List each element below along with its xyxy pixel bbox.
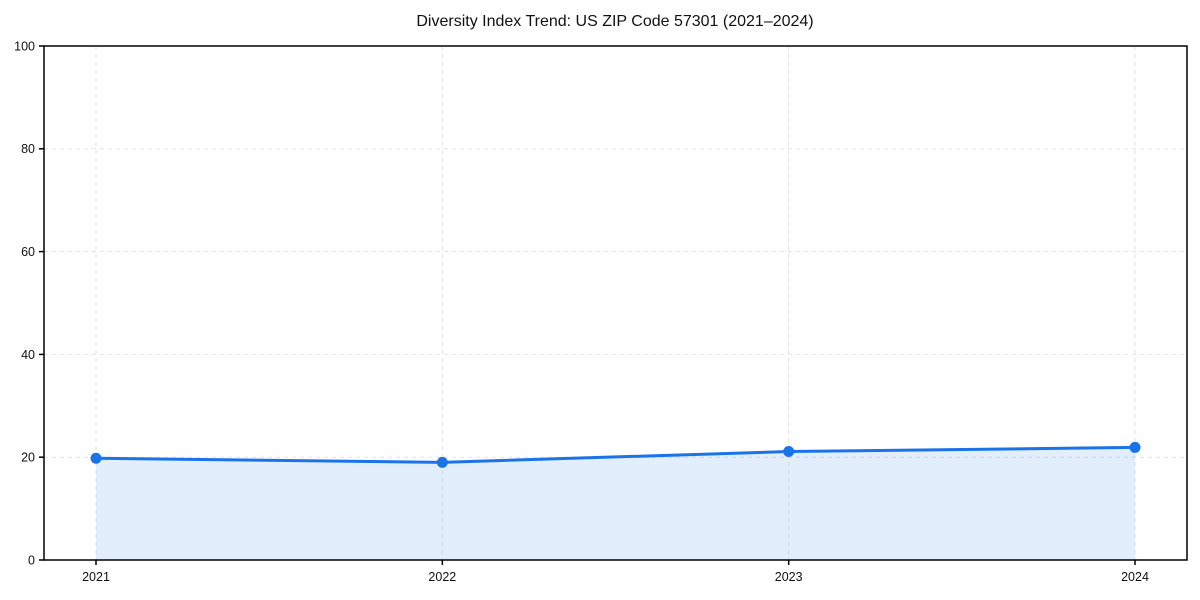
y-tick-label: 100 (14, 39, 35, 53)
x-tick-label: 2021 (82, 570, 110, 584)
trend-line (94, 445, 1137, 464)
x-tick-label: 2024 (1121, 570, 1149, 584)
data-point (1129, 441, 1141, 453)
plot-border (43, 45, 1188, 561)
y-tick-label: 40 (21, 348, 35, 362)
x-tick-label: 2022 (428, 570, 456, 584)
x-tick-label: 2023 (775, 570, 803, 584)
data-point (783, 446, 795, 458)
chart-title: Diversity Index Trend: US ZIP Code 57301… (416, 13, 814, 30)
y-tick-label: 60 (21, 245, 35, 259)
y-tick-label: 80 (21, 142, 35, 156)
data-point (90, 452, 102, 464)
data-point (436, 456, 448, 468)
y-tick-label: 0 (28, 553, 35, 567)
area-fill (96, 447, 1135, 560)
y-tick-label: 20 (21, 451, 35, 465)
